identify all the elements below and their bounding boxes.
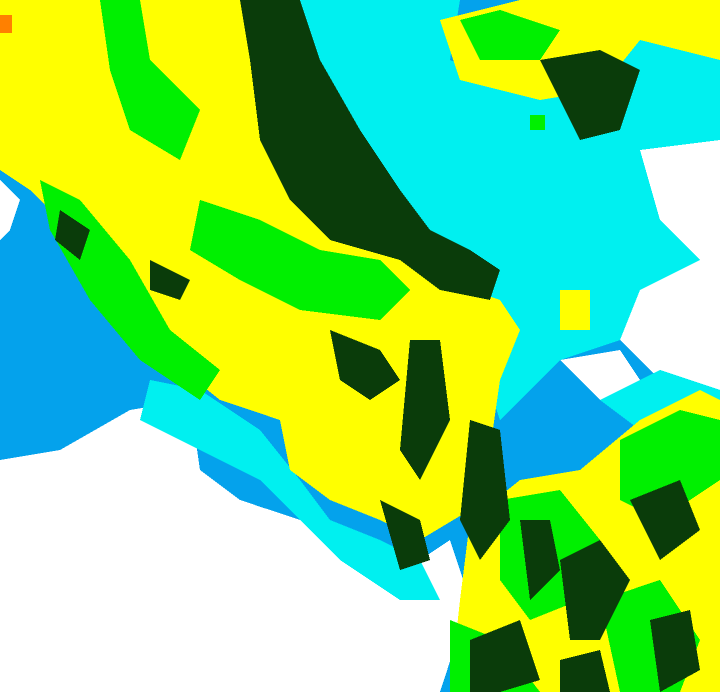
dark-green-areas — [55, 0, 700, 692]
orange-areas — [0, 15, 12, 33]
clear-areas — [0, 140, 720, 692]
